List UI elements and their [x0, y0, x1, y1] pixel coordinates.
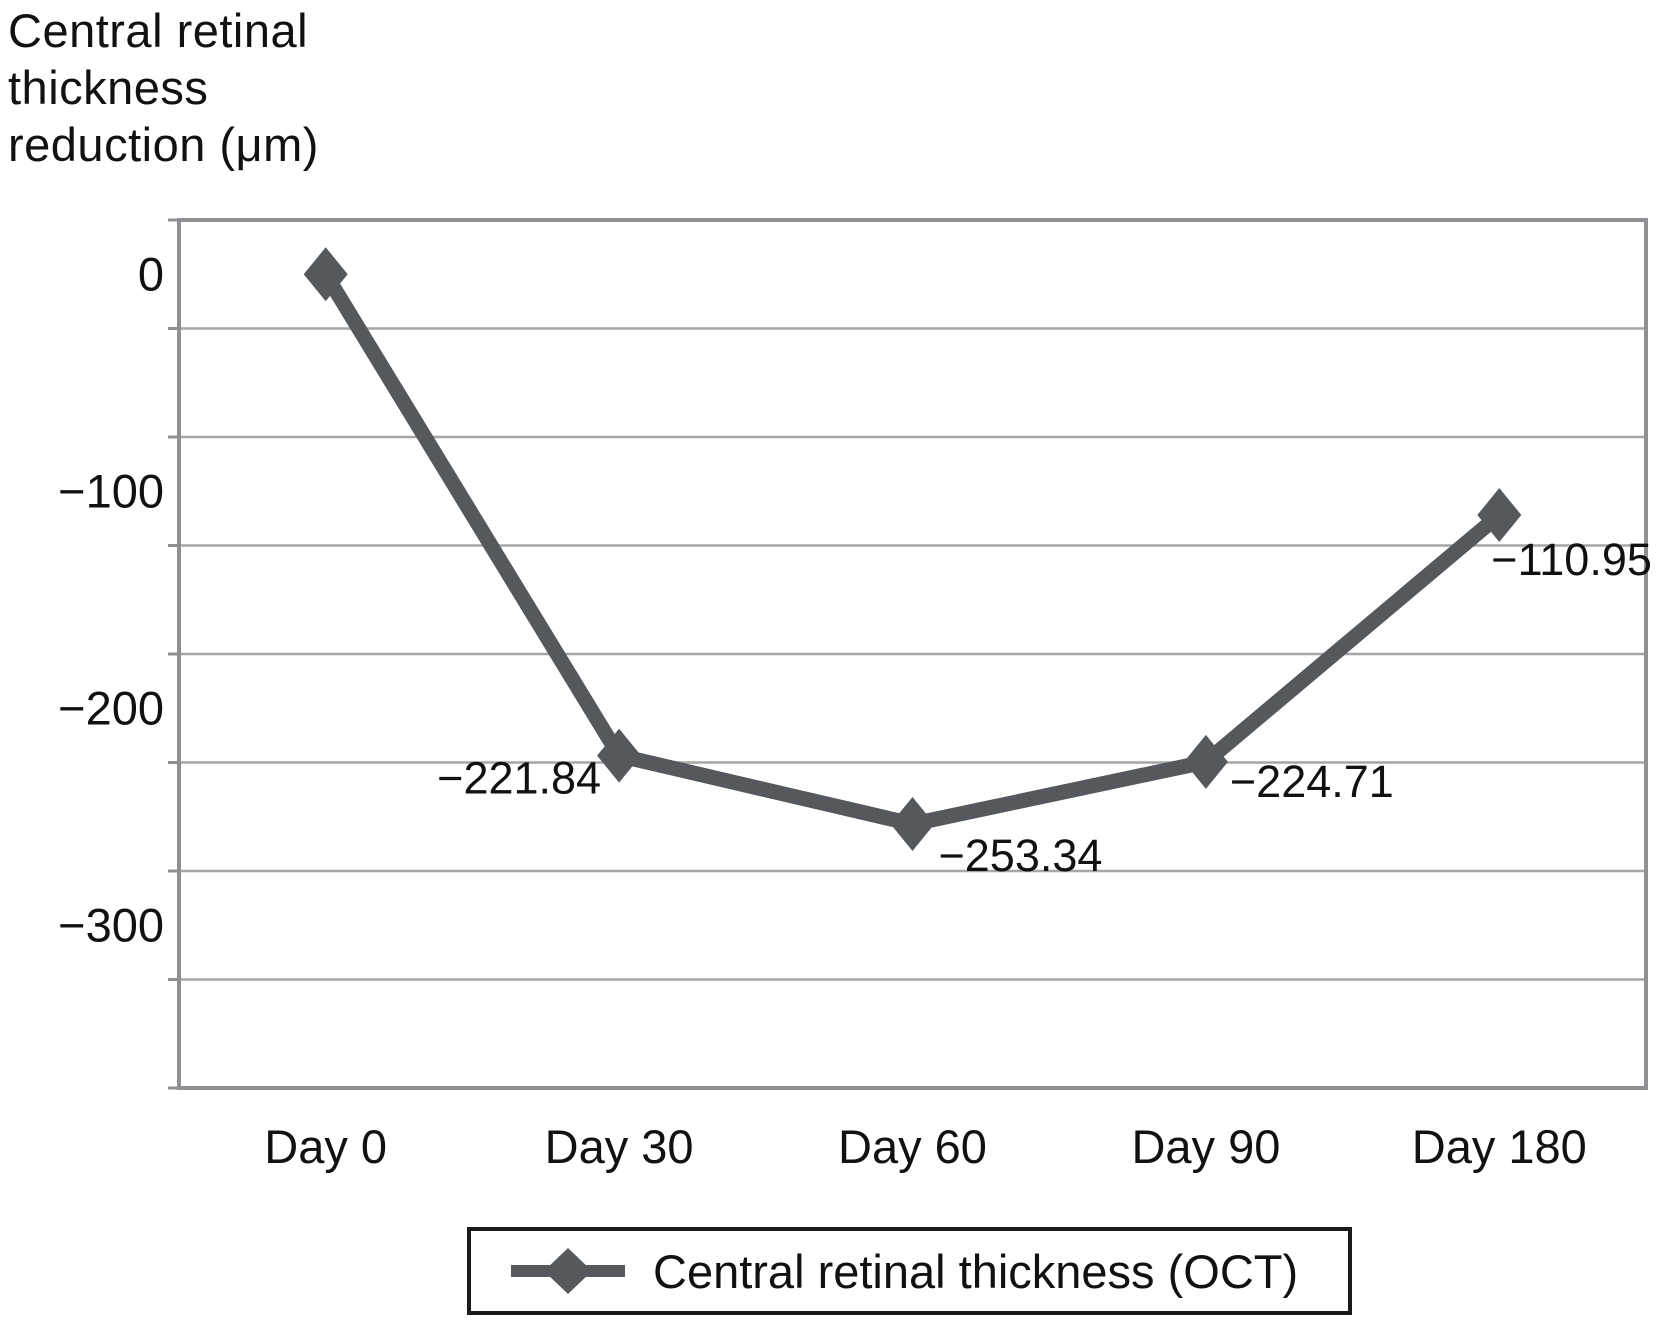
data-point-label: −221.84	[437, 753, 601, 804]
data-point-label: −224.71	[1230, 756, 1394, 807]
y-axis-tick-label: −300	[58, 898, 164, 951]
legend: Central retinal thickness (OCT)	[467, 1227, 1352, 1315]
y-axis-title-line-3: reduction (μm)	[8, 118, 319, 171]
x-category-label: Day 30	[545, 1120, 694, 1173]
y-axis-tick-label: 0	[138, 247, 164, 300]
series-line	[318, 266, 1507, 832]
data-point-marker	[1183, 734, 1228, 789]
x-category-label: Day 0	[264, 1120, 387, 1173]
data-point-marker	[890, 796, 935, 851]
y-axis-title-line-2: thickness	[8, 61, 209, 114]
data-point-marker	[1477, 488, 1522, 543]
y-axis-title: Central retinal thickness reduction (μm)	[8, 2, 319, 173]
x-category-label: Day 90	[1131, 1120, 1280, 1173]
y-axis-tick-label: −200	[58, 681, 164, 734]
data-point-label: −253.34	[939, 830, 1103, 881]
legend-series-marker-icon	[511, 1248, 625, 1294]
y-axis-title-line-1: Central retinal	[8, 4, 309, 57]
data-point-label: −110.95	[1491, 534, 1652, 585]
x-category-label: Day 180	[1412, 1120, 1587, 1173]
data-point-marker	[597, 728, 642, 783]
y-axis-tick-label: −100	[58, 464, 164, 517]
x-category-label: Day 60	[838, 1120, 987, 1173]
legend-label: Central retinal thickness (OCT)	[653, 1244, 1299, 1298]
data-point-marker	[303, 247, 348, 302]
